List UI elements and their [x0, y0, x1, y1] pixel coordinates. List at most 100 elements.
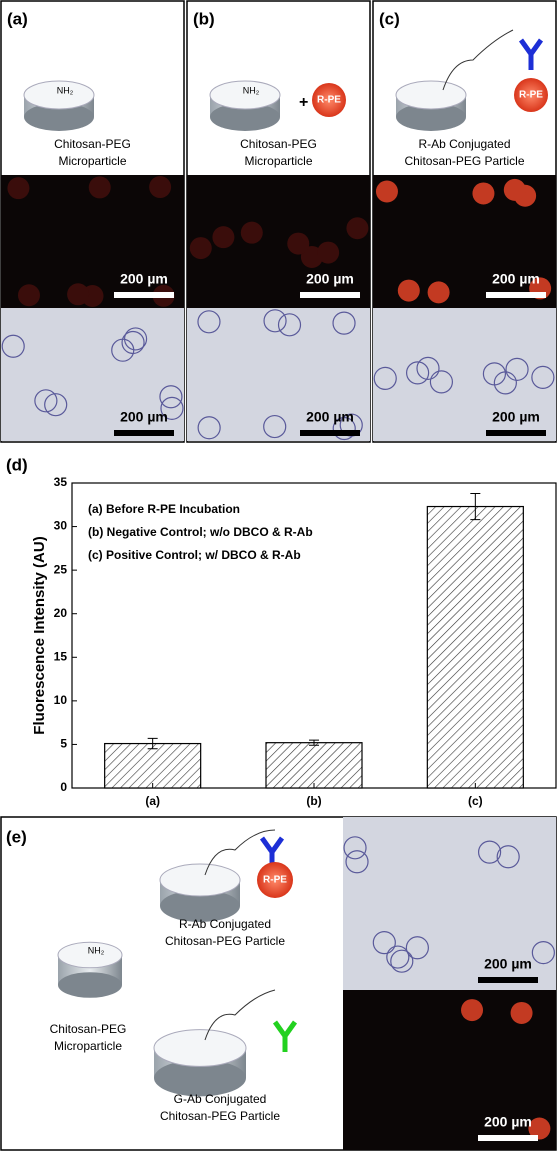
- particle-label: NH₂: [57, 85, 74, 95]
- microparticle: [159, 385, 183, 409]
- microparticle: [346, 217, 369, 240]
- microparticle: [528, 1117, 551, 1140]
- microparticle: [343, 836, 367, 860]
- particle-caption: Chitosan-PEG: [54, 137, 131, 151]
- microparticle: [332, 416, 356, 441]
- microparticle: [416, 356, 440, 380]
- microparticle: [390, 949, 414, 973]
- linker: [442, 29, 514, 91]
- microparticle: [505, 357, 529, 381]
- microparticle: [121, 330, 145, 355]
- y-tick-label: 10: [54, 693, 68, 707]
- particle-bottom: [160, 890, 240, 922]
- microparticle: [287, 232, 310, 255]
- microparticle: [88, 176, 111, 199]
- error-bar: [147, 737, 158, 750]
- y-tick-label: 0: [60, 780, 67, 794]
- microparticle: [1, 334, 25, 358]
- microparticle: [189, 237, 212, 260]
- scale-bar-label: 200 µm: [492, 271, 540, 287]
- scale-bar-label: 200 µm: [492, 409, 540, 425]
- x-tick-label: (b): [306, 794, 321, 808]
- particle-label: NH₂: [243, 85, 260, 95]
- panel-label: (a): [7, 9, 28, 28]
- scale-bar: [114, 292, 174, 298]
- antibody: [272, 1020, 298, 1052]
- particle-bottom: [396, 103, 466, 131]
- particle-bottom: [24, 103, 94, 131]
- microparticle: [496, 845, 520, 869]
- microparticle: [197, 310, 221, 334]
- bar: [104, 742, 202, 789]
- scale-bar-label: 200 µm: [484, 1114, 532, 1130]
- microparticle: [332, 311, 356, 335]
- particle-caption: R-Ab Conjugated: [179, 917, 271, 931]
- microparticle: [531, 940, 555, 965]
- microparticle: [406, 361, 430, 385]
- microparticle: [397, 279, 420, 302]
- microparticle: [123, 327, 148, 351]
- particle-caption: Chitosan-PEG Particle: [160, 1109, 280, 1123]
- panel-label: (c): [379, 9, 400, 28]
- particle-caption: Chitosan-PEG Particle: [404, 154, 524, 168]
- particle-caption: Microparticle: [58, 154, 126, 168]
- x-tick-label: (a): [145, 794, 160, 808]
- particle-top: [57, 941, 123, 969]
- scale-bar: [300, 430, 360, 436]
- linker: [204, 829, 276, 876]
- particle-caption: Chitosan-PEG: [50, 1022, 127, 1036]
- legend-entry: (a) Before R-PE Incubation: [88, 502, 240, 516]
- particle-bottom: [154, 1059, 246, 1097]
- microparticle: [345, 850, 369, 874]
- particle-caption: Microparticle: [54, 1039, 122, 1053]
- microparticle: [67, 283, 90, 306]
- particle-top: [395, 80, 467, 110]
- scale-bar-label: 200 µm: [484, 956, 532, 972]
- bead: [514, 78, 548, 112]
- y-tick-label: 20: [54, 606, 68, 620]
- microparticle: [34, 389, 58, 413]
- particle-caption: G-Ab Conjugated: [174, 1092, 267, 1106]
- bar: [265, 742, 363, 789]
- error-bar: [309, 739, 319, 746]
- y-axis-label: Fluorescence Intensity (AU): [31, 536, 48, 734]
- microparticle: [160, 396, 184, 420]
- microparticle: [477, 840, 502, 864]
- microparticle: [44, 393, 68, 417]
- brightfield-image: [343, 817, 556, 990]
- x-tick-label: (c): [468, 794, 483, 808]
- scale-bar: [486, 430, 546, 436]
- brightfield-image: [373, 308, 556, 441]
- scale-bar-label: 200 µm: [306, 409, 354, 425]
- scale-bar-label: 200 µm: [306, 271, 354, 287]
- plus: +: [299, 94, 308, 111]
- microparticle: [375, 180, 398, 203]
- scale-bar-label: 200 µm: [120, 271, 168, 287]
- scale-bar: [300, 292, 360, 298]
- y-tick-label: 35: [54, 475, 68, 489]
- particle-top: [159, 863, 241, 897]
- microparticle: [461, 999, 484, 1022]
- y-tick-label: 30: [54, 519, 68, 533]
- microparticle: [263, 414, 287, 439]
- scale-bar-label: 200 µm: [120, 409, 168, 425]
- y-tick-label: 5: [60, 737, 67, 751]
- microparticle: [240, 221, 263, 244]
- particle-caption: Microparticle: [244, 154, 312, 168]
- microparticle: [386, 945, 410, 969]
- scale-bar: [486, 292, 546, 298]
- bead: [257, 862, 293, 898]
- microparticle: [373, 366, 397, 391]
- y-tick-label: 25: [54, 562, 68, 576]
- microparticle: [17, 284, 40, 307]
- bead: [312, 83, 346, 117]
- microparticle: [197, 416, 221, 440]
- particle-label: NH₂: [88, 945, 105, 955]
- legend-entry: (c) Positive Control; w/ DBCO & R-Ab: [88, 548, 301, 562]
- microparticle: [427, 281, 450, 304]
- particle-caption: R-Ab Conjugated: [418, 137, 510, 151]
- bead-label: R-PE: [317, 95, 341, 106]
- microparticle: [482, 362, 507, 386]
- microparticle: [339, 413, 363, 437]
